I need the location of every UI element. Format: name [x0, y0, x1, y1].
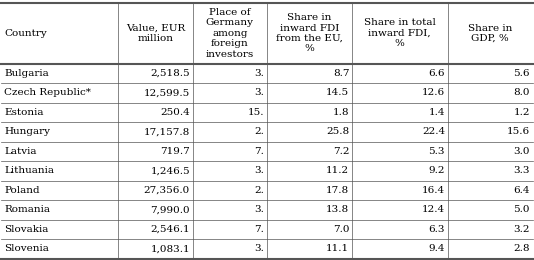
- Text: Share in
inward FDI
from the EU,
%: Share in inward FDI from the EU, %: [276, 13, 343, 53]
- Text: 7,990.0: 7,990.0: [151, 205, 190, 214]
- Text: 17,157.8: 17,157.8: [144, 127, 190, 136]
- Text: Hungary: Hungary: [4, 127, 50, 136]
- Text: Value, EUR
million: Value, EUR million: [126, 24, 185, 43]
- Text: 3.: 3.: [255, 205, 264, 214]
- Text: 13.8: 13.8: [326, 205, 349, 214]
- Text: 5.0: 5.0: [514, 205, 530, 214]
- Text: 8.0: 8.0: [514, 88, 530, 98]
- Text: 3.: 3.: [255, 244, 264, 253]
- Text: Share in total
inward FDI,
%: Share in total inward FDI, %: [364, 18, 436, 48]
- Text: 250.4: 250.4: [160, 108, 190, 117]
- Text: 15.6: 15.6: [507, 127, 530, 136]
- Text: 11.2: 11.2: [326, 166, 349, 176]
- Text: 3.: 3.: [255, 69, 264, 78]
- Text: 17.8: 17.8: [326, 186, 349, 195]
- Text: Bulgaria: Bulgaria: [4, 69, 49, 78]
- Text: 12,599.5: 12,599.5: [144, 88, 190, 98]
- Text: 2,546.1: 2,546.1: [151, 225, 190, 234]
- Text: 12.6: 12.6: [422, 88, 445, 98]
- Text: Latvia: Latvia: [4, 147, 36, 156]
- Text: 7.: 7.: [255, 225, 264, 234]
- Text: Place of
Germany
among
foreign
investors: Place of Germany among foreign investors: [206, 8, 254, 59]
- Text: 2.8: 2.8: [514, 244, 530, 253]
- Text: 22.4: 22.4: [422, 127, 445, 136]
- Text: Poland: Poland: [4, 186, 40, 195]
- Text: Share in
GDP, %: Share in GDP, %: [468, 24, 512, 43]
- Text: 2,518.5: 2,518.5: [151, 69, 190, 78]
- Text: 8.7: 8.7: [333, 69, 349, 78]
- Text: 7.: 7.: [255, 147, 264, 156]
- Text: 14.5: 14.5: [326, 88, 349, 98]
- Text: Czech Republic*: Czech Republic*: [4, 88, 91, 98]
- Text: 1.2: 1.2: [514, 108, 530, 117]
- Text: Estonia: Estonia: [4, 108, 44, 117]
- Text: 3.: 3.: [255, 166, 264, 176]
- Text: 11.1: 11.1: [326, 244, 349, 253]
- Text: 5.6: 5.6: [514, 69, 530, 78]
- Text: 25.8: 25.8: [326, 127, 349, 136]
- Text: Slovakia: Slovakia: [4, 225, 49, 234]
- Text: 16.4: 16.4: [422, 186, 445, 195]
- Text: 719.7: 719.7: [160, 147, 190, 156]
- Text: 2.: 2.: [255, 127, 264, 136]
- Text: 5.3: 5.3: [428, 147, 445, 156]
- Text: 1,246.5: 1,246.5: [151, 166, 190, 176]
- Text: 15.: 15.: [248, 108, 264, 117]
- Text: Country: Country: [4, 29, 47, 38]
- Text: 12.4: 12.4: [422, 205, 445, 214]
- Text: Slovenia: Slovenia: [4, 244, 49, 253]
- Text: 7.2: 7.2: [333, 147, 349, 156]
- Text: 3.2: 3.2: [514, 225, 530, 234]
- Text: 2.: 2.: [255, 186, 264, 195]
- Text: Lithuania: Lithuania: [4, 166, 54, 176]
- Text: 6.3: 6.3: [428, 225, 445, 234]
- Text: 3.0: 3.0: [514, 147, 530, 156]
- Text: 3.: 3.: [255, 88, 264, 98]
- Text: 9.4: 9.4: [428, 244, 445, 253]
- Text: 7.0: 7.0: [333, 225, 349, 234]
- Text: 6.4: 6.4: [514, 186, 530, 195]
- Text: Romania: Romania: [4, 205, 50, 214]
- Text: 1,083.1: 1,083.1: [151, 244, 190, 253]
- Text: 6.6: 6.6: [428, 69, 445, 78]
- Text: 27,356.0: 27,356.0: [144, 186, 190, 195]
- Text: 3.3: 3.3: [514, 166, 530, 176]
- Text: 1.4: 1.4: [428, 108, 445, 117]
- Text: 9.2: 9.2: [428, 166, 445, 176]
- Text: 1.8: 1.8: [333, 108, 349, 117]
